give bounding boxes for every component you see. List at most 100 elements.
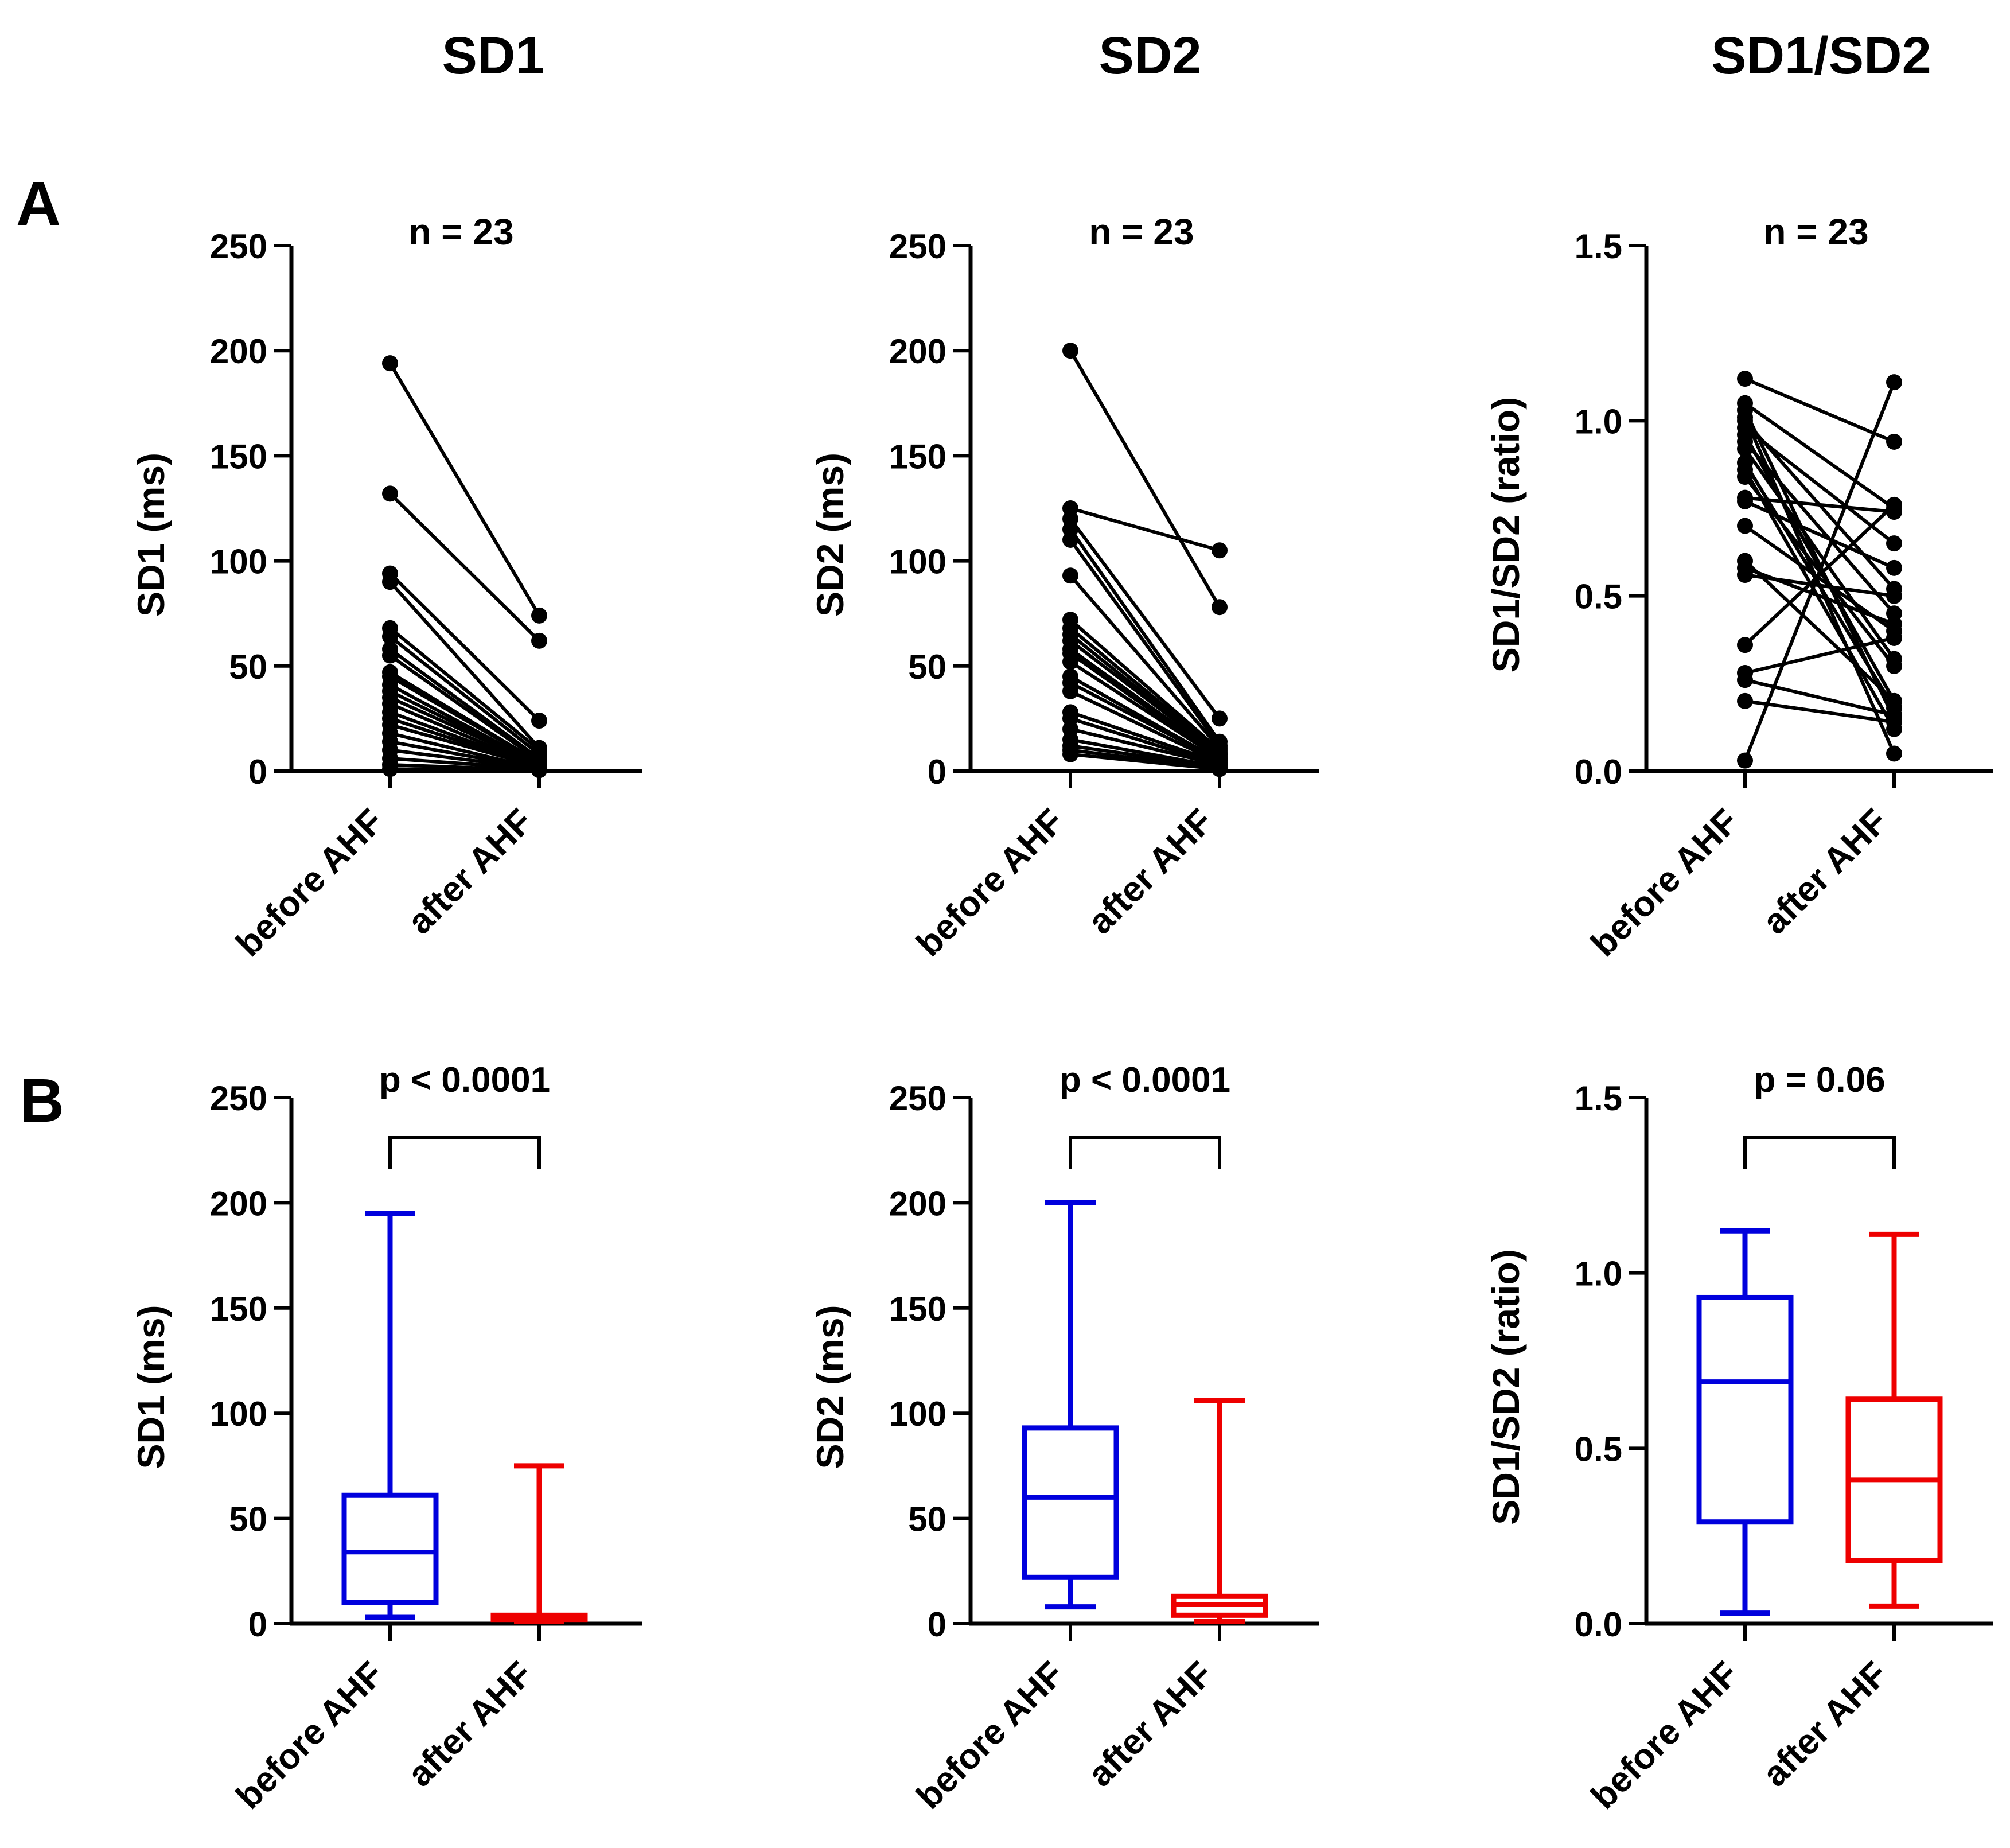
x-tick-label: before AHF (228, 802, 391, 964)
point-before (1737, 493, 1753, 509)
y-tick-label: 100 (210, 543, 267, 581)
paired-line (389, 675, 540, 764)
paired-line (388, 492, 541, 642)
y-tick-label: 1.5 (1575, 1079, 1622, 1118)
point-after (1886, 714, 1902, 730)
point-after (1212, 599, 1228, 616)
y-tick-label: 1.0 (1575, 1255, 1622, 1293)
point-before (382, 485, 398, 502)
column-title-sd2: SD2 (1099, 26, 1202, 85)
point-before (382, 761, 398, 777)
point-before (1737, 672, 1753, 688)
y-tick-label: 150 (210, 1290, 267, 1328)
y-tick-label: 0 (248, 1605, 267, 1644)
p-value-label: p < 0.0001 (379, 1060, 550, 1100)
point-before (382, 574, 398, 590)
panel-title: n = 23 (408, 211, 513, 252)
paired-line (1069, 660, 1221, 760)
box-iqr (1696, 1294, 1794, 1525)
box-before (1022, 1200, 1119, 1610)
y-tick-label: 50 (229, 1500, 267, 1539)
point-before (382, 355, 398, 372)
y-tick-label: 200 (210, 332, 267, 371)
x-tick-label: after AHF (1755, 802, 1895, 941)
paired-line (389, 654, 540, 762)
paired-line (1069, 648, 1221, 758)
y-tick-label: 250 (889, 1079, 946, 1118)
point-after (1886, 692, 1902, 709)
row-label-b: B (20, 1065, 64, 1135)
paired-line (1743, 559, 1896, 703)
point-after (1886, 629, 1902, 646)
x-tick-label: after AHF (1755, 1654, 1895, 1794)
point-after (1886, 535, 1902, 552)
paired-line (389, 648, 540, 760)
y-axis-label: SD1/SD2 (ratio) (1485, 397, 1527, 672)
y-tick-label: 0 (248, 753, 267, 791)
point-before (1737, 752, 1753, 769)
p-value-label: p < 0.0001 (1059, 1060, 1230, 1100)
x-tick-label: before AHF (909, 1654, 1071, 1816)
box-iqr (1022, 1425, 1119, 1580)
point-after (1886, 616, 1902, 632)
paired-line (1069, 349, 1221, 608)
column-title-sd1: SD1 (442, 26, 545, 85)
point-before (1737, 441, 1753, 457)
column-title-ratio: SD1/SD2 (1711, 26, 1931, 85)
point-after (1212, 542, 1228, 559)
panel-a-1: 0 50 100 150 200 250 before AHF after AHF SD1 (m… (130, 211, 642, 964)
paired-line (1069, 681, 1221, 762)
point-before (1737, 637, 1753, 653)
point-before (1737, 371, 1753, 387)
paired-line (1744, 500, 1895, 570)
x-tick-label: before AHF (1583, 802, 1746, 964)
paired-line (389, 723, 540, 769)
paired-line (1744, 678, 1895, 717)
y-tick-label: 100 (210, 1395, 267, 1433)
y-axis-label: SD2 (ms) (809, 1305, 851, 1469)
point-after (1886, 658, 1902, 674)
y-tick-label: 150 (889, 1290, 946, 1328)
point-before (382, 628, 398, 645)
y-tick-label: 150 (889, 437, 946, 476)
paired-line (1069, 627, 1221, 754)
x-tick-label: before AHF (228, 1654, 391, 1816)
panel-b-1: 0 50 100 150 200 250 before AHF after AHF SD1 (m… (130, 1060, 642, 1817)
paired-line (1070, 727, 1220, 767)
point-before (1737, 567, 1753, 583)
point-before (1062, 567, 1078, 584)
paired-line (1743, 382, 1896, 761)
paired-line (1744, 496, 1895, 514)
y-axis-label: SD1 (ms) (130, 1305, 172, 1469)
y-axis-label: SD1/SD2 (ratio) (1485, 1249, 1527, 1524)
paired-line (389, 635, 540, 756)
paired-line (389, 757, 540, 771)
y-tick-label: 250 (210, 1079, 267, 1118)
y-axis-label: SD1 (ms) (130, 453, 172, 617)
paired-line (1070, 744, 1220, 769)
box-after (1845, 1231, 1943, 1609)
y-tick-label: 250 (889, 227, 946, 266)
box-before (341, 1211, 439, 1620)
paired-line (389, 767, 540, 772)
point-before (1062, 683, 1078, 699)
y-tick-label: 0.5 (1575, 1430, 1622, 1468)
point-after (1886, 374, 1902, 391)
box-after (1171, 1398, 1268, 1624)
paired-line (1069, 518, 1221, 720)
paired-line (1069, 690, 1221, 765)
box-iqr (341, 1492, 439, 1605)
panel-b-2: 0 50 100 150 200 250 before AHF after AHF SD2 (m… (809, 1060, 1319, 1817)
paired-line (1069, 639, 1221, 756)
y-tick-label: 150 (210, 437, 267, 476)
p-value-label: p = 0.06 (1754, 1060, 1885, 1100)
paired-line (1070, 507, 1220, 553)
x-tick-label: after AHF (1080, 1654, 1220, 1794)
x-tick-label: after AHF (400, 802, 540, 941)
paired-line (1069, 574, 1221, 749)
y-tick-label: 100 (889, 1395, 946, 1433)
row-label-a: A (16, 169, 61, 238)
significance-bracket (388, 1136, 541, 1169)
x-tick-label: before AHF (909, 802, 1071, 964)
y-tick-label: 50 (908, 1500, 946, 1539)
